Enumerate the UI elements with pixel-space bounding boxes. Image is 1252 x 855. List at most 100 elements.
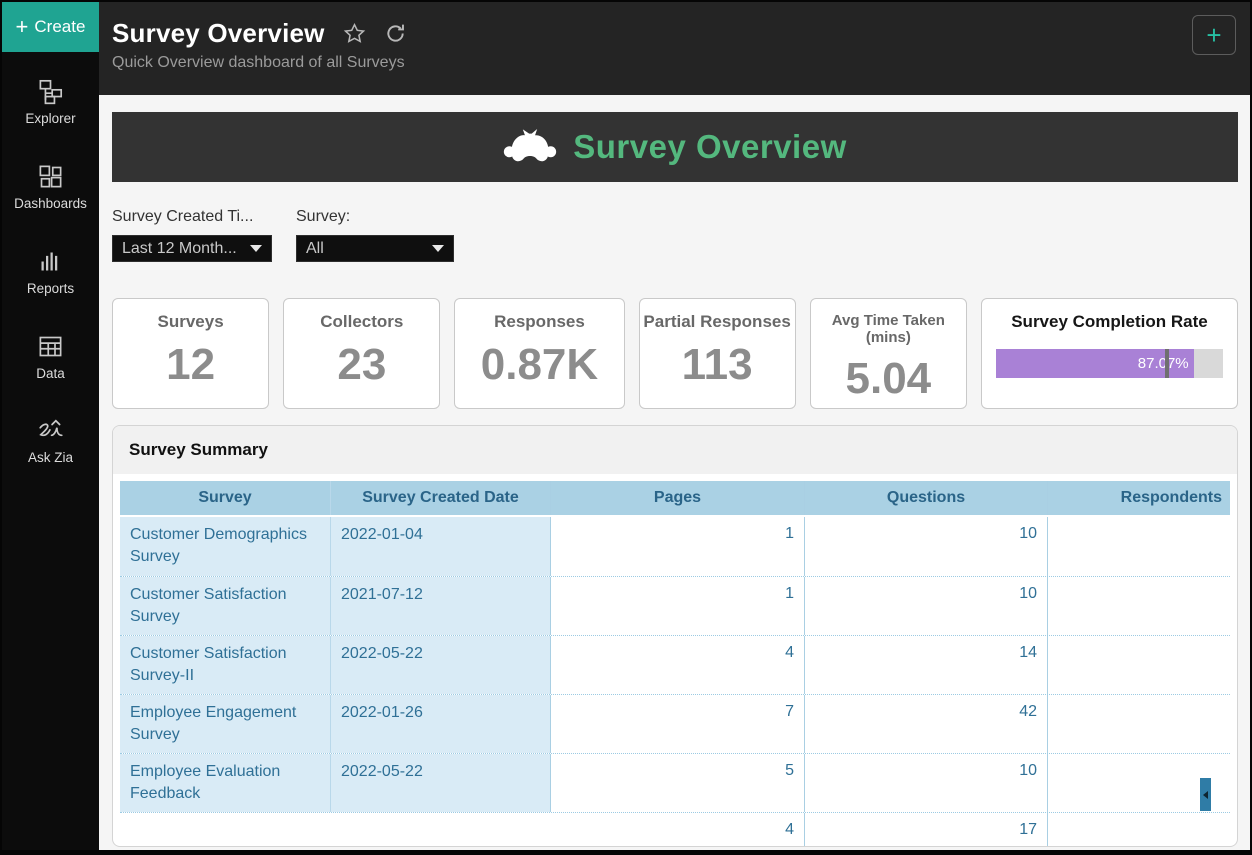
table-row[interactable]: Customer Demographics Survey 2022-01-04 1 1… <box>120 517 1230 576</box>
kpi-card-partial-responses[interactable]: Partial Responses 113 <box>638 298 796 409</box>
cell-created-date: 2022-01-04 <box>331 517 551 576</box>
kpi-value: 23 <box>337 340 387 389</box>
refresh-icon[interactable] <box>384 22 407 45</box>
cell-survey-name: Customer Satisfaction Survey-II <box>120 636 331 694</box>
cell-questions: 42 <box>805 695 1048 753</box>
kpi-card-avg-time-taken[interactable]: Avg Time Taken (mins) 5.04 <box>809 298 967 409</box>
cell-pages: 1 <box>551 517 805 576</box>
sidebar-item-reports[interactable]: Reports <box>2 248 99 296</box>
sidebar-item-label: Ask Zia <box>27 450 73 465</box>
sidebar-item-label: Reports <box>26 281 75 296</box>
survey-created-time-dropdown[interactable]: Last 12 Month... <box>112 235 272 262</box>
cell-created-date: 2021-07-12 <box>331 577 551 635</box>
cell-survey-name <box>120 813 331 846</box>
cell-survey-name: Customer Demographics Survey <box>120 517 331 576</box>
add-button[interactable]: + <box>1192 15 1236 55</box>
cell-created-date: 2022-05-22 <box>331 754 551 812</box>
kpi-card-completion-rate[interactable]: Survey Completion Rate 87.07% <box>980 298 1238 409</box>
surveymonkey-logo-icon <box>503 125 557 170</box>
main-area: Survey Overview Quick Overview dashboard… <box>99 2 1250 850</box>
plus-icon: + <box>1206 19 1222 50</box>
cell-pages: 1 <box>551 577 805 635</box>
zia-icon <box>37 418 65 444</box>
cell-questions: 10 <box>805 754 1048 812</box>
column-header-respondents[interactable]: Respondents <box>1120 489 1222 506</box>
grid-icon <box>37 163 64 190</box>
topbar: Survey Overview Quick Overview dashboard… <box>99 2 1250 95</box>
table-body: Customer Demographics Survey 2022-01-04 1 1… <box>120 517 1230 846</box>
sidebar: + Create Explorer <box>2 2 99 850</box>
table-header-row: Survey Survey Created Date Pages Questio… <box>120 481 1230 517</box>
cell-pages: 7 <box>551 695 805 753</box>
hierarchy-icon <box>37 78 64 105</box>
kpi-label: Collectors <box>320 312 404 331</box>
cell-respondents <box>1048 577 1230 635</box>
table-icon <box>37 333 64 360</box>
kpi-card-collectors[interactable]: Collectors 23 <box>283 298 441 409</box>
filter-survey: Survey: All <box>296 208 454 262</box>
cell-survey-name: Employee Evaluation Feedback <box>120 754 331 812</box>
kpi-value: 113 <box>681 340 753 389</box>
page-subtitle: Quick Overview dashboard of all Surveys <box>112 54 405 71</box>
scroll-left-arrow-icon <box>1203 790 1208 799</box>
cell-questions: 14 <box>805 636 1048 694</box>
dropdown-value: Last 12 Month... <box>122 239 237 257</box>
cell-survey-name: Customer Satisfaction Survey <box>120 577 331 635</box>
table-scroll-indicator[interactable] <box>1200 778 1211 811</box>
cell-survey-name: Employee Engagement Survey <box>120 695 331 753</box>
cell-created-date: 2022-05-22 <box>331 636 551 694</box>
cell-respondents <box>1048 695 1230 753</box>
cell-questions: 17 <box>805 813 1048 846</box>
sidebar-nav: Explorer Dashboards <box>2 52 99 502</box>
dashboard-content: Survey Overview Survey Created Ti... Las… <box>99 95 1250 850</box>
table-row[interactable]: 4 17 <box>120 812 1230 846</box>
cell-questions: 10 <box>805 517 1048 576</box>
filter-label: Survey Created Ti... <box>112 208 254 225</box>
sidebar-item-label: Data <box>36 366 65 381</box>
banner: Survey Overview <box>112 112 1238 182</box>
cell-created-date: 2022-01-26 <box>331 695 551 753</box>
sidebar-item-label: Explorer <box>25 111 76 126</box>
table-row[interactable]: Customer Satisfaction Survey-II 2022-05-2… <box>120 635 1230 694</box>
column-header-survey[interactable]: Survey <box>120 481 331 515</box>
panel-title: Survey Summary <box>129 440 268 459</box>
table-row[interactable]: Customer Satisfaction Survey 2021-07-12 1 1… <box>120 576 1230 635</box>
page-title: Survey Overview <box>112 18 325 48</box>
table-row[interactable]: Employee Engagement Survey 2022-01-26 7 42 <box>120 694 1230 753</box>
favorite-star-icon[interactable] <box>343 22 366 45</box>
cell-pages: 4 <box>551 813 805 846</box>
kpi-value: 0.87K <box>480 340 599 389</box>
progress-value: 87.07% <box>1137 355 1189 372</box>
cell-questions: 10 <box>805 577 1048 635</box>
survey-dropdown[interactable]: All <box>296 235 454 262</box>
table-row[interactable]: Employee Evaluation Feedback 2022-05-22 5 1… <box>120 753 1230 812</box>
plus-icon: + <box>15 14 29 39</box>
progress-target-marker <box>1165 349 1170 378</box>
cell-created-date <box>331 813 551 846</box>
kpi-card-responses[interactable]: Responses 0.87K <box>454 298 625 409</box>
cell-respondents <box>1048 517 1230 576</box>
kpi-label: Avg Time Taken (mins) <box>831 312 945 346</box>
cell-pages: 4 <box>551 636 805 694</box>
cell-pages: 5 <box>551 754 805 812</box>
sidebar-item-dashboards[interactable]: Dashboards <box>2 163 99 211</box>
sidebar-item-label: Dashboards <box>14 196 87 211</box>
banner-title: Survey Overview <box>573 128 847 165</box>
kpi-label: Partial Responses <box>643 312 791 331</box>
filter-survey-created-time: Survey Created Ti... Last 12 Month... <box>112 208 272 262</box>
create-button[interactable]: + Create <box>2 2 99 52</box>
kpi-label: Surveys <box>157 312 224 331</box>
sidebar-item-data[interactable]: Data <box>2 333 99 381</box>
kpi-card-surveys[interactable]: Surveys 12 <box>112 298 270 409</box>
column-header-pages[interactable]: Pages <box>551 481 805 515</box>
sidebar-item-explorer[interactable]: Explorer <box>2 78 99 126</box>
kpi-label: Responses <box>494 312 585 331</box>
bar-chart-icon <box>37 248 64 275</box>
dropdown-value: All <box>306 239 324 257</box>
column-header-created-date[interactable]: Survey Created Date <box>331 481 551 515</box>
kpi-label: Survey Completion Rate <box>1011 312 1208 331</box>
sidebar-item-ask-zia[interactable]: Ask Zia <box>2 418 99 465</box>
column-header-questions[interactable]: Questions <box>805 481 1048 515</box>
completion-progress-bar: 87.07% <box>995 349 1223 378</box>
